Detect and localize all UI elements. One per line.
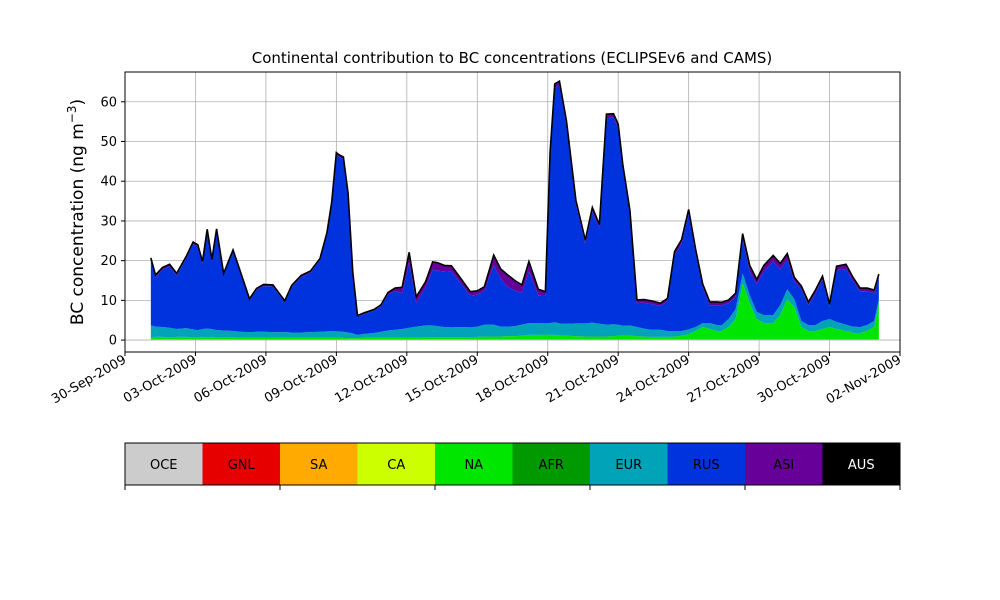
axes-frame bbox=[124, 71, 901, 353]
legend-label-aus: AUS bbox=[848, 458, 875, 473]
x-tick-label-1: 03-Oct-2009 bbox=[121, 352, 199, 406]
legend-label-rus: RUS bbox=[693, 458, 720, 473]
y-axis-label-superscript: −3 bbox=[65, 105, 79, 123]
legend-label-na: NA bbox=[464, 458, 483, 473]
y-axis-label-main: BC concentration (ng m bbox=[68, 123, 88, 325]
y-axis-label: BC concentration (ng m−3) bbox=[65, 99, 88, 325]
legend-label-asi: ASI bbox=[773, 458, 794, 473]
legend-swatch-oce bbox=[125, 443, 203, 485]
x-tick-label-2: 06-Oct-2009 bbox=[192, 352, 270, 406]
legend-swatch-asi bbox=[745, 443, 823, 485]
total-concentration-line bbox=[150, 79, 880, 317]
x-ticks: 30-Sep-200903-Oct-200906-Oct-200909-Oct-… bbox=[49, 352, 904, 407]
area-na bbox=[150, 283, 879, 340]
y-tick-label-6: 60 bbox=[100, 95, 117, 110]
area-rus bbox=[150, 85, 879, 335]
legend-colorbar: OCE GNL SA CA NA AFR EUR RUS ASI AUS bbox=[124, 442, 901, 490]
legend-label-ca: CA bbox=[387, 458, 405, 473]
total-line bbox=[150, 79, 880, 317]
x-tick-label-9: 27-Oct-2009 bbox=[685, 352, 763, 406]
x-tick-label-5: 15-Oct-2009 bbox=[403, 352, 481, 406]
area-series bbox=[150, 81, 879, 341]
legend-swatch-gnl bbox=[202, 443, 280, 485]
y-tick-label-2: 20 bbox=[100, 254, 117, 269]
legend-label-oce: OCE bbox=[150, 458, 178, 473]
y-ticks: 0 10 20 30 40 50 60 bbox=[100, 95, 125, 349]
x-tick-label-8: 24-Oct-2009 bbox=[614, 352, 692, 406]
legend-swatch-rus bbox=[667, 443, 745, 485]
x-tick-label-7: 21-Oct-2009 bbox=[544, 352, 622, 406]
y-tick-label-0: 0 bbox=[109, 334, 117, 349]
legend-swatch-sa bbox=[280, 443, 358, 485]
x-tick-label-0: 30-Sep-2009 bbox=[49, 352, 129, 407]
legend-swatch-eur bbox=[590, 443, 668, 485]
x-tick-label-6: 18-Oct-2009 bbox=[473, 352, 551, 406]
legend-swatch-aus bbox=[822, 443, 900, 485]
x-tick-label-11: 02-Nov-2009 bbox=[824, 352, 904, 407]
y-tick-label-4: 40 bbox=[100, 175, 117, 190]
x-tick-label-4: 12-Oct-2009 bbox=[332, 352, 410, 406]
legend-label-gnl: GNL bbox=[228, 458, 256, 473]
x-tick-label-3: 09-Oct-2009 bbox=[262, 352, 340, 406]
legend-label-sa: SA bbox=[310, 458, 327, 473]
legend-label-afr: AFR bbox=[539, 458, 564, 473]
legend-swatch-na bbox=[435, 443, 513, 485]
legend-frame bbox=[124, 442, 901, 486]
legend-swatch-ca bbox=[357, 443, 435, 485]
y-tick-label-1: 10 bbox=[100, 294, 117, 309]
area-eur bbox=[150, 273, 879, 339]
legend-label-eur: EUR bbox=[615, 458, 642, 473]
chart-title: Continental contribution to BC concentra… bbox=[252, 49, 773, 67]
y-axis-label-close: ) bbox=[68, 99, 88, 106]
y-tick-label-5: 50 bbox=[100, 135, 117, 150]
legend-swatch-afr bbox=[512, 443, 590, 485]
y-tick-label-3: 30 bbox=[100, 214, 117, 229]
x-tick-label-10: 30-Oct-2009 bbox=[755, 352, 833, 406]
